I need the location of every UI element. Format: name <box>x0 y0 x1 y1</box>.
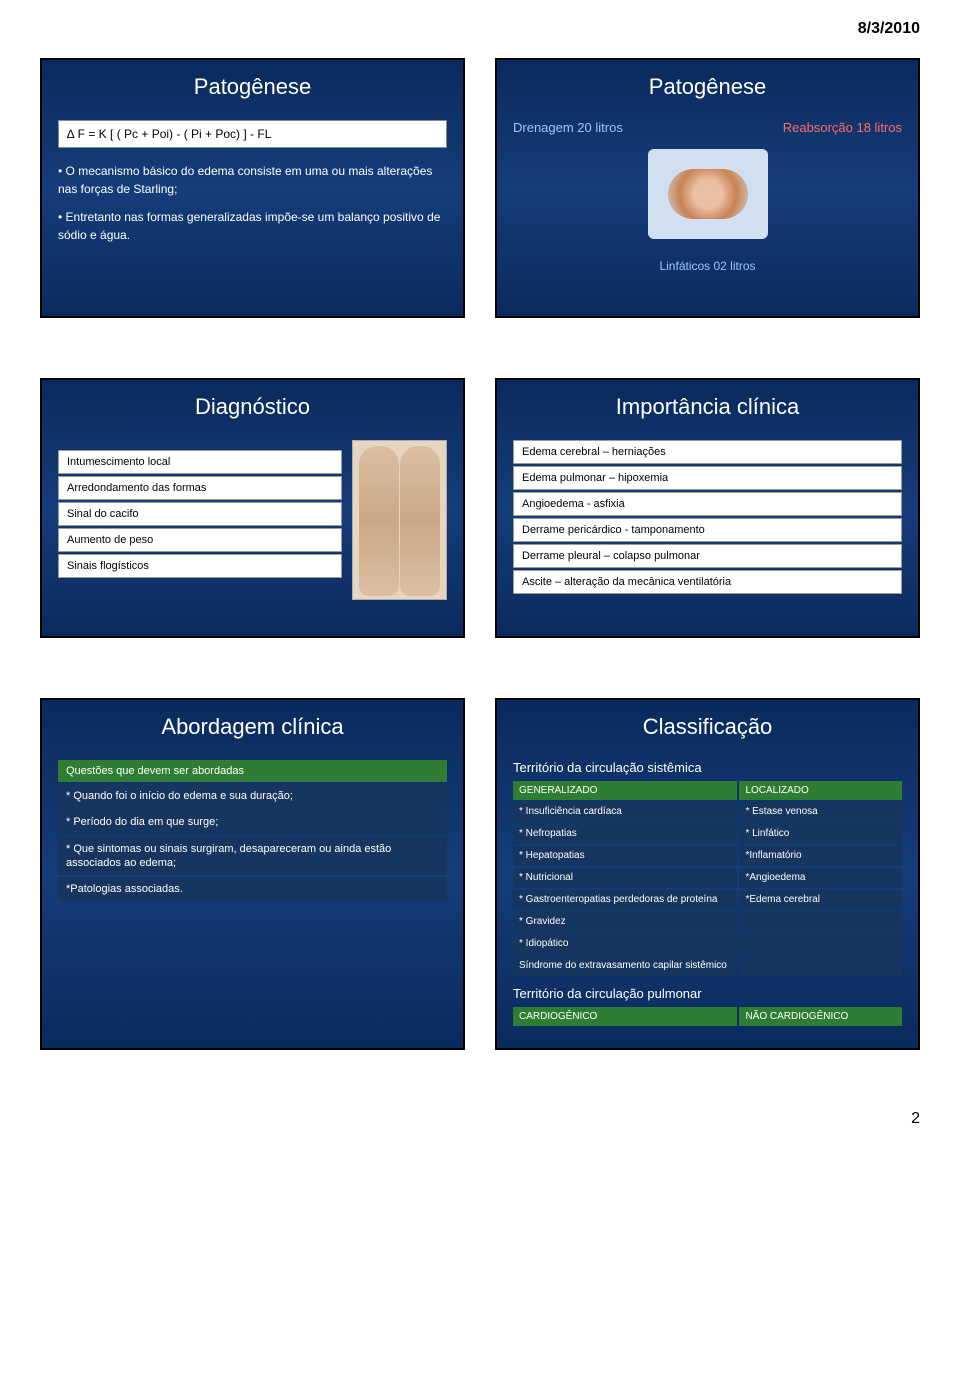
class-h2: LOCALIZADO <box>739 781 902 800</box>
slide-patogenese-2: Patogênese Drenagem 20 litros Reabsorção… <box>495 58 920 318</box>
diagnostico-table: Intumescimento local Arredondamento das … <box>58 450 342 580</box>
class-h1: GENERALIZADO <box>513 781 737 800</box>
slide-importancia: Importância clínica Edema cerebral – her… <box>495 378 920 638</box>
slide6-title: Classificação <box>513 714 902 740</box>
slide1-bullet-2: • Entretanto nas formas generalizadas im… <box>58 208 447 244</box>
class-table-2-header: CARDIOGÊNICO NÃO CARDIOGÊNICO <box>513 1007 902 1026</box>
reabsorption-label: Reabsorção 18 litros <box>783 120 902 135</box>
class-cell: *Angioedema <box>739 868 902 888</box>
imp-row: Ascite – alteração da mecânica ventilató… <box>513 570 902 594</box>
class-cell: * Linfático <box>739 824 902 844</box>
imp-row: Angioedema - asfixia <box>513 492 902 516</box>
slide-patogenese-1: Patogênese ∆ F = K [ ( Pc + Poi) - ( Pi … <box>40 58 465 318</box>
slide2-top-labels: Drenagem 20 litros Reabsorção 18 litros <box>513 120 902 135</box>
class-cell: * Gastroenteropatias perdedoras de prote… <box>513 890 737 910</box>
class-h3: CARDIOGÊNICO <box>513 1007 737 1026</box>
drainage-label: Drenagem 20 litros <box>513 120 623 135</box>
diag-row: Aumento de peso <box>58 528 342 552</box>
imp-row: Edema cerebral – herniações <box>513 440 902 464</box>
abordagem-table: Questões que devem ser abordadas * Quand… <box>58 760 447 901</box>
abord-row: * Que sintomas ou sinais surgiram, desap… <box>58 837 447 876</box>
slide-row-2: Diagnóstico Intumescimento local Arredon… <box>40 378 920 638</box>
abord-row: * Período do dia em que surge; <box>58 810 447 834</box>
diag-row: Sinal do cacifo <box>58 502 342 526</box>
class-h4: NÃO CARDIOGÊNICO <box>739 1007 902 1026</box>
class-cell: * Estase venosa <box>739 802 902 822</box>
edema-leg-image <box>352 440 447 600</box>
class-cell: * Gravidez <box>513 912 737 932</box>
page-date: 8/3/2010 <box>40 20 920 38</box>
slide1-title: Patogênese <box>58 74 447 100</box>
class-cell: * Hepatopatias <box>513 846 737 866</box>
imp-row: Derrame pericárdico - tamponamento <box>513 518 902 542</box>
class-cell <box>739 912 902 932</box>
abord-header: Questões que devem ser abordadas <box>58 760 447 782</box>
capillary-diagram-image <box>648 149 768 239</box>
slide-row-3: Abordagem clínica Questões que devem ser… <box>40 698 920 1050</box>
class-cell <box>739 934 902 954</box>
class-cell: * Insuficiência cardíaca <box>513 802 737 822</box>
formula-box: ∆ F = K [ ( Pc + Poi) - ( Pi + Poc) ] - … <box>58 120 447 148</box>
diag-row: Arredondamento das formas <box>58 476 342 500</box>
imp-row: Derrame pleural – colapso pulmonar <box>513 544 902 568</box>
imp-row: Edema pulmonar – hipoxemia <box>513 466 902 490</box>
class-cell: * Idiopático <box>513 934 737 954</box>
class-cell: Síndrome do extravasamento capilar sistê… <box>513 956 737 976</box>
slide-abordagem: Abordagem clínica Questões que devem ser… <box>40 698 465 1050</box>
class-cell: * Nutricional <box>513 868 737 888</box>
class-cell <box>739 956 902 976</box>
slide-classificacao: Classificação Território da circulação s… <box>495 698 920 1050</box>
slide1-bullet-1: • O mecanismo básico do edema consiste e… <box>58 162 447 198</box>
slide3-title: Diagnóstico <box>58 394 447 420</box>
slide4-title: Importância clínica <box>513 394 902 420</box>
class-cell: * Nefropatias <box>513 824 737 844</box>
diag-row: Intumescimento local <box>58 450 342 474</box>
importancia-table: Edema cerebral – herniações Edema pulmon… <box>513 440 902 594</box>
diag-row: Sinais flogísticos <box>58 554 342 578</box>
class-cell: *Edema cerebral <box>739 890 902 910</box>
lymph-label: Linfáticos 02 litros <box>513 259 902 273</box>
slide5-title: Abordagem clínica <box>58 714 447 740</box>
slide-diagnostico: Diagnóstico Intumescimento local Arredon… <box>40 378 465 638</box>
abord-row: * Quando foi o início do edema e sua dur… <box>58 784 447 808</box>
class-cell: *Inflamatório <box>739 846 902 866</box>
page-number: 2 <box>40 1110 920 1128</box>
slide-row-1: Patogênese ∆ F = K [ ( Pc + Poi) - ( Pi … <box>40 58 920 318</box>
slide2-title: Patogênese <box>513 74 902 100</box>
abord-row: *Patologias associadas. <box>58 877 447 901</box>
class-table-1: GENERALIZADO LOCALIZADO * Insuficiência … <box>513 781 902 976</box>
slide6-sub1: Território da circulação sistêmica <box>513 760 902 775</box>
slide6-sub2: Território da circulação pulmonar <box>513 986 902 1001</box>
